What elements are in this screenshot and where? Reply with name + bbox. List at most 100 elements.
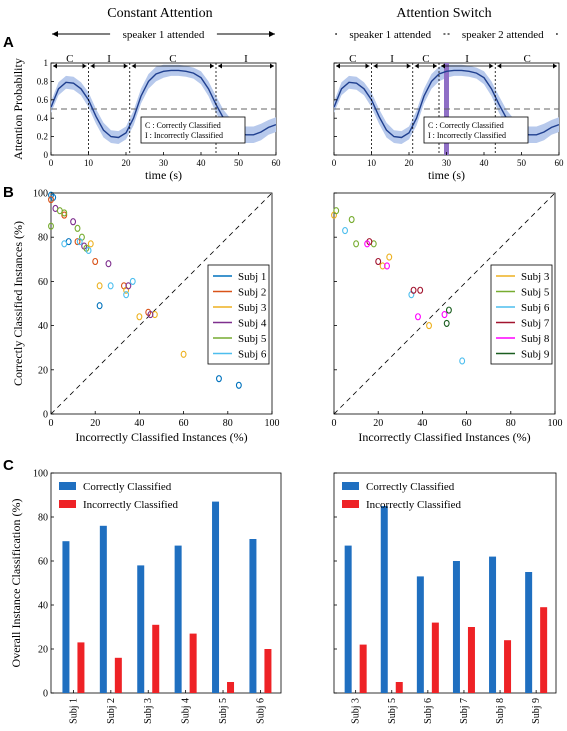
bar: [380, 506, 388, 693]
x-tick-label: 0: [332, 418, 337, 429]
bar: [431, 622, 439, 693]
scatter-point: [85, 246, 92, 255]
x-tick-label: 60: [462, 418, 472, 429]
category-label: Subj 2: [106, 698, 117, 724]
speaker-label-bg: [449, 26, 557, 39]
speaker-label-bg: [336, 26, 444, 39]
y-axis-label: Overall Instance Classification (%): [9, 499, 23, 668]
scatter-point: [74, 238, 81, 246]
segment-arrow-head: [82, 63, 87, 69]
legend-entry: Subj 8: [521, 333, 550, 345]
scatter-point: [61, 209, 68, 217]
y-axis-label: Attention Probability: [11, 58, 25, 160]
y-tick-label: 60: [38, 277, 48, 288]
x-axis-label: time (s): [428, 168, 465, 182]
segment-arrow-head: [270, 63, 274, 69]
segment-arrow-head: [414, 63, 419, 69]
legend-box: [207, 264, 270, 365]
scatter-point: [125, 282, 132, 290]
scatter-point: [441, 310, 448, 319]
segment-arrow-head: [441, 63, 445, 69]
bar: [174, 545, 182, 693]
legend-entry: Subj 1: [238, 271, 266, 283]
scatter-point: [333, 207, 340, 215]
y-tick-label: 0: [43, 689, 48, 700]
segment-arrow-head: [433, 63, 437, 69]
legend-entry: Correctly Classified: [83, 481, 172, 493]
x-tick-label: 100: [548, 418, 563, 429]
category-label: Subj 3: [143, 698, 154, 724]
segment-arrow-head: [218, 63, 222, 69]
x-tick-label: 80: [506, 418, 516, 429]
bar: [77, 642, 85, 693]
plot-frame: [50, 472, 282, 694]
column-title-right: Attention Switch: [396, 6, 491, 21]
x-tick-label: 30: [442, 158, 452, 168]
bar: [264, 649, 272, 693]
scatter-point: [415, 313, 421, 321]
legend-swatch: [342, 500, 359, 508]
bar: [489, 556, 497, 693]
scatter-point: [417, 286, 424, 294]
scatter-point: [74, 224, 81, 232]
x-tick-label: 20: [122, 158, 132, 168]
speaker-label: speaker 2 attended: [462, 29, 544, 41]
bar: [416, 576, 424, 693]
segment-arrow-head: [553, 63, 557, 69]
segment-label: C: [66, 53, 73, 65]
segment-arrow-head: [53, 63, 57, 69]
x-tick-label: 0: [49, 158, 54, 168]
scatter-point: [70, 218, 77, 226]
y-tick-label: 80: [38, 233, 48, 244]
y-tick-label: 1: [44, 58, 49, 68]
legend-swatch: [342, 482, 359, 490]
scatter-point: [410, 286, 417, 294]
bar: [99, 525, 107, 693]
segment-label: I: [244, 53, 248, 65]
scatter-point: [87, 240, 94, 248]
segment-arrow-head: [336, 63, 340, 69]
y-tick-label: 0.2: [37, 132, 48, 142]
scatter-point: [445, 306, 452, 314]
legend-box: [423, 116, 529, 144]
scatter-point: [443, 319, 450, 327]
scatter-point: [96, 282, 103, 290]
scatter-point: [61, 240, 68, 248]
x-tick-label: 0: [332, 158, 337, 168]
bar: [395, 682, 403, 693]
scatter-point: [123, 291, 130, 299]
legend-text: C : Correctly Classified: [145, 121, 221, 130]
segment-label: I: [107, 53, 111, 65]
speaker-arrow-head: [52, 31, 58, 37]
x-tick-label: 0: [49, 418, 54, 429]
scatter-point: [76, 238, 83, 246]
scatter-point: [216, 375, 222, 383]
y-tick-label: 80: [38, 513, 48, 524]
segment-arrow-head: [406, 63, 411, 69]
x-tick-label: 30: [159, 158, 169, 168]
scatter-point: [386, 253, 393, 261]
plot-frame: [50, 192, 273, 415]
legend-entry: Incorrectly Classified: [366, 499, 461, 511]
segment-label: C: [523, 53, 530, 65]
segment-arrow-head: [123, 63, 128, 69]
x-tick-label: 20: [373, 418, 383, 429]
y-tick-label: 40: [38, 601, 48, 612]
legend-entry: Subj 7: [521, 318, 550, 330]
bar: [152, 624, 160, 693]
segment-arrow-head: [90, 63, 95, 69]
legend-entry: Subj 5: [238, 333, 267, 345]
bar: [359, 644, 367, 693]
category-label: Subj 3: [351, 698, 362, 724]
category-label: Subj 6: [255, 698, 266, 724]
y-tick-label: 60: [38, 557, 48, 568]
scatter-point: [426, 322, 432, 330]
x-axis-label: Incorrectly Classified Instances (%): [75, 430, 247, 444]
bar: [504, 640, 512, 693]
scatter-point: [364, 240, 371, 248]
x-tick-label: 20: [90, 418, 100, 429]
y-tick-label: 20: [38, 645, 48, 656]
bar: [114, 657, 122, 693]
bar: [62, 541, 70, 693]
legend-entry: Subj 4: [238, 318, 267, 330]
